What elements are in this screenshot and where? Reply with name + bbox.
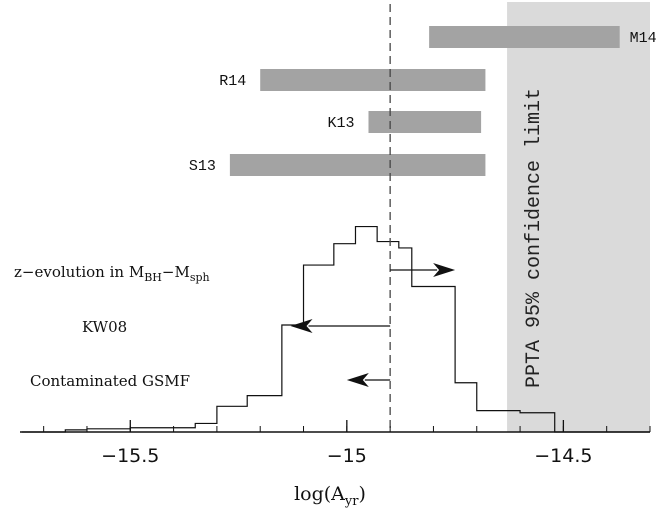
limit-region-label: PPTA 95% confidence limit — [523, 88, 546, 388]
tick-label: −15.5 — [101, 445, 159, 467]
bar-label-k13: K13 — [327, 115, 354, 132]
bar-label-s13: S13 — [189, 158, 216, 175]
tick-label: −14.5 — [534, 445, 592, 467]
arrow-label-1: z−evolution in MBH−Msph — [14, 263, 210, 284]
bar-label-m14: M14 — [630, 30, 657, 47]
bar-s13 — [229, 154, 486, 176]
bar-label-r14: R14 — [219, 73, 246, 90]
arrow-head-3 — [346, 373, 369, 387]
x-axis-title-part: ) — [358, 483, 365, 505]
arrow-label-part: BH — [144, 271, 162, 284]
bar-m14 — [429, 26, 620, 48]
arrow-label-part: z−evolution in M — [14, 263, 144, 281]
tick-label: −15 — [327, 445, 367, 467]
arrow-label-part: −M — [162, 263, 190, 281]
limit-region — [507, 2, 650, 432]
x-axis-title-part: log(A — [294, 483, 345, 505]
bar-k13 — [368, 111, 482, 133]
x-axis-title: log(Ayr) — [294, 483, 366, 509]
histogram — [22, 225, 650, 433]
x-axis-title-sub: yr — [344, 494, 359, 509]
bar-r14 — [260, 69, 486, 91]
arrow-head-2 — [290, 319, 313, 333]
arrow-label-3: Contaminated GSMF — [30, 372, 190, 390]
arrow-head-1 — [433, 263, 456, 277]
arrow-label-part: sph — [190, 271, 210, 284]
arrow-label-2: KW08 — [82, 318, 127, 336]
